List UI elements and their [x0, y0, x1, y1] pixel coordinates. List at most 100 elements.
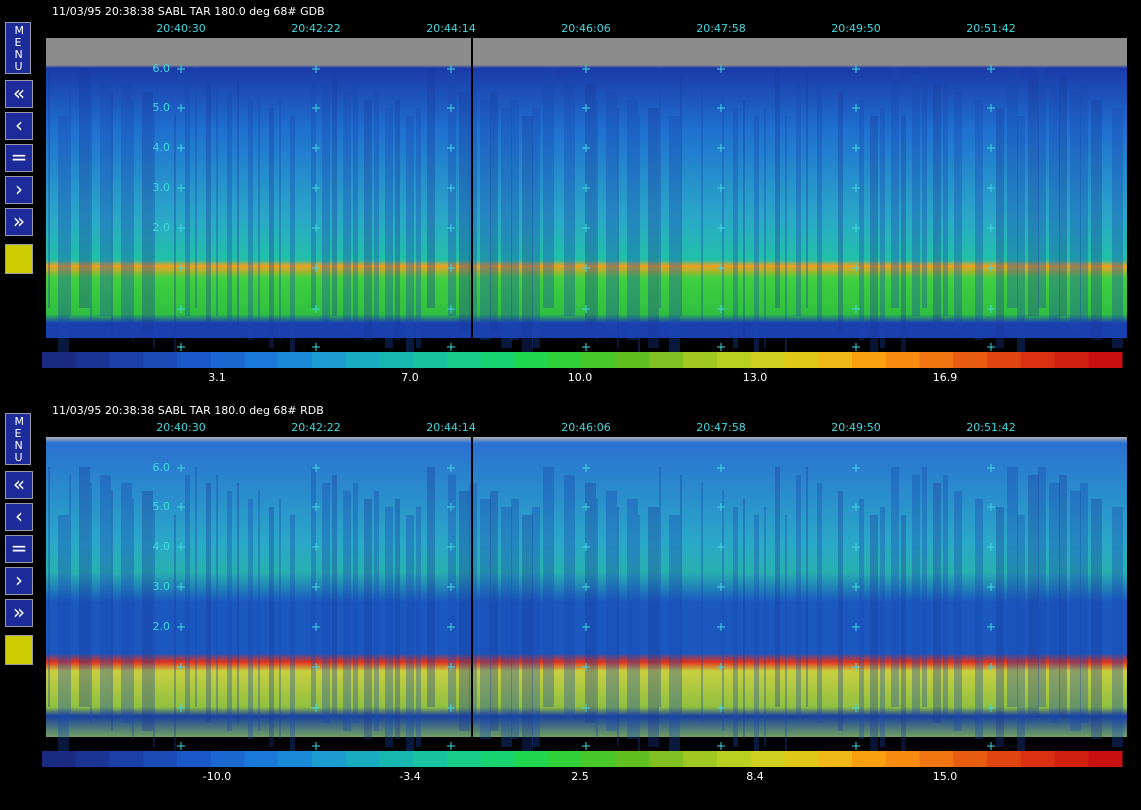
echo-streak — [743, 100, 745, 340]
colorbar-segment — [75, 751, 110, 767]
echo-streak — [174, 515, 176, 755]
echo-streak — [1070, 491, 1081, 731]
echo-streak — [69, 475, 71, 715]
button-label: « — [12, 81, 26, 105]
echo-streak — [501, 108, 512, 348]
echo-streak — [206, 84, 211, 324]
echo-streak — [764, 507, 766, 747]
colorbar-segment — [514, 751, 549, 767]
nav-button[interactable]: « — [5, 80, 33, 108]
echo-streak — [395, 100, 400, 340]
echo-streak — [648, 507, 659, 747]
button-label: « — [12, 472, 26, 496]
nav-button[interactable]: » — [5, 208, 33, 236]
echo-streak — [332, 76, 337, 316]
echo-streak — [258, 92, 260, 332]
time-label: 20:49:50 — [831, 22, 880, 35]
nav-button[interactable]: ‹ — [5, 112, 33, 140]
echo-streak — [870, 515, 878, 755]
time-label: 20:44:14 — [426, 22, 475, 35]
colorbar-segment — [177, 352, 212, 368]
colorbar-segment — [852, 751, 887, 767]
colorbar-segment — [885, 352, 920, 368]
echo-streak — [564, 76, 575, 316]
echo-streak — [1080, 84, 1088, 324]
echo-streak — [343, 491, 351, 731]
colorbar-segment — [683, 751, 718, 767]
echo-streak — [132, 100, 134, 340]
echo-streak — [427, 68, 435, 308]
echo-streak — [596, 100, 598, 340]
echo-streak — [237, 483, 239, 723]
echo-streak — [111, 92, 113, 332]
echo-streak — [1007, 467, 1018, 707]
echo-streak — [659, 68, 661, 308]
colorbar-segment — [210, 352, 245, 368]
echo-streak — [385, 507, 393, 747]
time-label: 20:46:06 — [561, 421, 610, 434]
echo-streak — [501, 507, 512, 747]
colorbar-segment — [447, 751, 482, 767]
echo-streak — [511, 499, 519, 739]
echo-streak — [775, 68, 780, 308]
colorbar-label: 8.4 — [746, 770, 764, 783]
echo-streak — [522, 116, 533, 356]
nav-button[interactable]: ‹ — [5, 503, 33, 531]
echo-streak — [838, 92, 843, 332]
echo-streak — [1059, 475, 1067, 715]
echo-streak — [532, 507, 540, 747]
colorbar-segment — [818, 352, 853, 368]
nav-button[interactable]: « — [5, 471, 33, 499]
echo-streak — [48, 68, 50, 308]
echo-streak — [79, 68, 90, 308]
colorbar-segment — [312, 751, 347, 767]
colorbar-segment — [784, 352, 819, 368]
colorbar-label: -10.0 — [203, 770, 231, 783]
colorbar-segment — [548, 352, 583, 368]
echo-streak — [227, 92, 232, 332]
echo-streak — [279, 100, 281, 340]
menu-button[interactable]: MENU — [5, 413, 31, 465]
echo-streak — [111, 491, 113, 731]
nav-button[interactable]: = — [5, 144, 33, 172]
colorbar-segment — [919, 352, 954, 368]
echo-streak — [859, 499, 864, 739]
nav-button[interactable]: » — [5, 599, 33, 627]
colorbar-segment — [919, 751, 954, 767]
time-label: 20:42:22 — [291, 22, 340, 35]
echo-streak — [416, 507, 421, 747]
echo-streak — [480, 100, 491, 340]
echo-streak — [406, 515, 414, 755]
echo-streak — [185, 76, 190, 316]
colorbar-segment — [312, 352, 347, 368]
echo-streak — [459, 491, 470, 731]
colorbar-segment — [177, 751, 212, 767]
echo-streak — [206, 483, 211, 723]
button-label: MENU — [14, 24, 25, 73]
colorbar-label: -3.4 — [399, 770, 420, 783]
colorbar-segment — [379, 751, 414, 767]
nav-button[interactable]: › — [5, 176, 33, 204]
height-label: 4.0 — [153, 141, 171, 154]
echo-streak — [248, 100, 253, 340]
nav-button[interactable]: › — [5, 567, 33, 595]
echo-streak — [100, 475, 111, 715]
nav-button[interactable]: = — [5, 535, 33, 563]
colorbar-segment — [717, 751, 752, 767]
echo-streak — [153, 507, 155, 747]
height-label: 6.0 — [153, 62, 171, 75]
echo-streak — [322, 84, 330, 324]
colorbar-segment — [480, 751, 515, 767]
echo-streak — [922, 68, 927, 308]
color-button[interactable] — [5, 244, 33, 274]
color-button[interactable] — [5, 635, 33, 665]
colorbar-segment — [413, 352, 448, 368]
echo-streak — [859, 100, 864, 340]
colorbar-segment — [1054, 352, 1089, 368]
echo-streak — [448, 76, 456, 316]
colorbar-segment — [345, 751, 380, 767]
colorbar-segment — [885, 751, 920, 767]
echo-streak — [395, 499, 400, 739]
menu-button[interactable]: MENU — [5, 22, 31, 74]
